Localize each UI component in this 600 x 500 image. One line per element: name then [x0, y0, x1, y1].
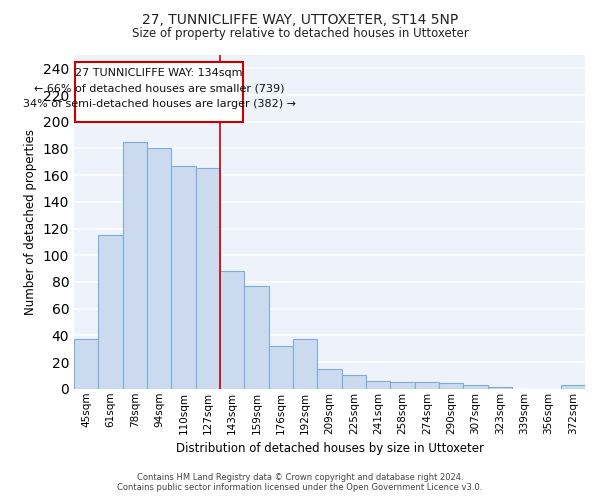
Bar [122, 142, 147, 389]
Bar [98, 235, 122, 389]
Text: 27, TUNNICLIFFE WAY, UTTOXETER, ST14 5NP: 27, TUNNICLIFFE WAY, UTTOXETER, ST14 5NP [142, 12, 458, 26]
X-axis label: Distribution of detached houses by size in Uttoxeter: Distribution of detached houses by size … [176, 442, 484, 455]
Bar [415, 382, 439, 389]
Bar [463, 385, 488, 389]
Bar [269, 346, 293, 389]
Text: 34% of semi-detached houses are larger (382) →: 34% of semi-detached houses are larger (… [23, 99, 296, 109]
Bar [196, 168, 220, 389]
Y-axis label: Number of detached properties: Number of detached properties [24, 129, 37, 315]
Bar [317, 368, 341, 389]
Bar [341, 376, 366, 389]
Bar [244, 286, 269, 389]
FancyBboxPatch shape [75, 62, 243, 122]
Text: Contains HM Land Registry data © Crown copyright and database right 2024.
Contai: Contains HM Land Registry data © Crown c… [118, 473, 482, 492]
Text: Size of property relative to detached houses in Uttoxeter: Size of property relative to detached ho… [131, 28, 469, 40]
Bar [366, 381, 391, 389]
Bar [220, 272, 244, 389]
Bar [293, 340, 317, 389]
Bar [147, 148, 172, 389]
Bar [439, 384, 463, 389]
Text: 27 TUNNICLIFFE WAY: 134sqm: 27 TUNNICLIFFE WAY: 134sqm [76, 68, 243, 78]
Text: ← 66% of detached houses are smaller (739): ← 66% of detached houses are smaller (73… [34, 83, 284, 93]
Bar [488, 388, 512, 389]
Bar [391, 382, 415, 389]
Bar [74, 340, 98, 389]
Bar [172, 166, 196, 389]
Bar [560, 385, 585, 389]
